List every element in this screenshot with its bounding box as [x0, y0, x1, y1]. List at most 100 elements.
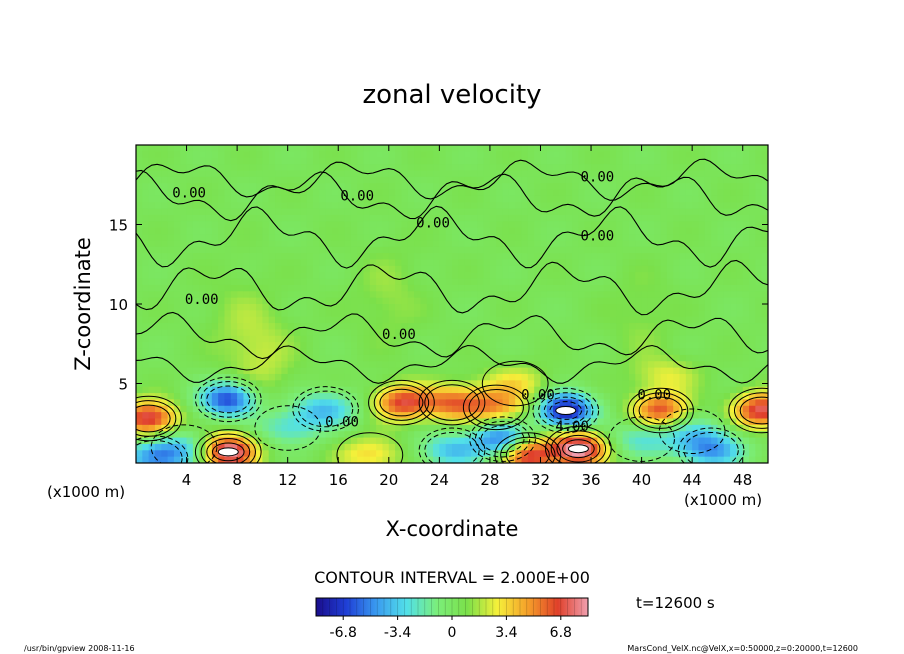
field-cell	[496, 373, 504, 381]
field-cell	[660, 443, 668, 451]
field-cell	[496, 214, 504, 222]
field-cell	[275, 227, 282, 235]
field-cell	[584, 265, 592, 273]
field-cell	[426, 145, 434, 152]
field-cell	[180, 291, 188, 299]
field-cell	[641, 297, 649, 305]
field-cell	[610, 227, 617, 235]
field-cell	[483, 227, 491, 235]
field-cell	[167, 265, 175, 273]
field-cell	[546, 227, 554, 235]
field-cell	[654, 304, 662, 311]
field-cell	[407, 195, 415, 203]
field-cell	[546, 157, 554, 165]
field-cell	[736, 202, 744, 210]
field-cell	[578, 214, 586, 222]
field-cell	[262, 145, 270, 152]
field-cell	[249, 393, 257, 400]
field-cell	[173, 240, 181, 248]
field-cell	[692, 170, 700, 178]
field-cell	[218, 405, 226, 413]
field-cell	[698, 437, 706, 445]
field-cell	[148, 221, 156, 229]
field-cell	[414, 323, 421, 331]
field-cell	[641, 456, 649, 463]
field-cell	[654, 335, 662, 343]
field-cell	[483, 183, 491, 191]
field-cell	[470, 240, 478, 248]
field-cell	[256, 310, 263, 318]
field-cell	[173, 291, 181, 299]
field-cell	[268, 316, 276, 324]
field-cell	[496, 170, 504, 178]
field-cell	[458, 183, 466, 191]
field-cell	[224, 316, 232, 324]
field-cell	[730, 443, 737, 451]
field-cell	[666, 335, 674, 343]
field-cell	[540, 361, 548, 369]
field-cell	[749, 323, 756, 331]
field-cell	[755, 380, 763, 388]
field-cell	[584, 316, 592, 324]
field-cell	[673, 342, 681, 350]
field-cell	[192, 431, 200, 439]
field-cell	[161, 393, 169, 400]
field-cell	[622, 386, 630, 394]
field-cell	[199, 405, 207, 413]
field-cell	[673, 227, 681, 235]
field-cell	[521, 195, 529, 203]
field-cell	[224, 246, 232, 254]
field-cell	[173, 189, 181, 197]
field-cell	[527, 145, 535, 152]
field-cell	[186, 342, 194, 350]
field-cell	[167, 189, 175, 197]
field-cell	[559, 145, 567, 152]
field-cell	[401, 151, 409, 159]
field-cell	[540, 342, 548, 350]
field-cell	[414, 246, 421, 254]
field-cell	[148, 399, 156, 407]
field-cell	[622, 151, 630, 159]
field-cell	[224, 367, 232, 375]
field-cell	[730, 405, 737, 413]
field-cell	[287, 272, 295, 280]
field-cell	[199, 323, 207, 331]
field-cell	[578, 367, 586, 375]
field-cell	[211, 310, 219, 318]
field-cell	[363, 335, 371, 343]
field-cell	[584, 393, 592, 400]
field-cell	[312, 348, 320, 356]
field-cell	[527, 323, 535, 331]
field-cell	[546, 418, 554, 426]
field-cell	[723, 424, 731, 432]
field-cell	[597, 297, 605, 305]
field-cell	[395, 202, 403, 210]
field-cell	[331, 373, 339, 381]
field-cell	[723, 189, 731, 197]
field-cell	[136, 195, 143, 203]
field-cell	[357, 151, 365, 159]
field-cell	[622, 316, 630, 324]
field-cell	[426, 418, 434, 426]
field-cell	[161, 234, 169, 241]
field-cell	[395, 354, 403, 362]
field-cell	[312, 354, 320, 362]
field-cell	[205, 183, 213, 191]
field-cell	[350, 316, 358, 324]
field-cell	[622, 170, 630, 178]
field-cell	[268, 170, 276, 178]
field-cell	[218, 227, 226, 235]
field-cell	[591, 405, 598, 413]
field-cell	[306, 335, 314, 343]
field-cell	[275, 176, 282, 184]
field-cell	[698, 227, 706, 235]
field-cell	[243, 450, 251, 458]
field-cell	[452, 227, 459, 235]
field-cell	[218, 145, 226, 152]
field-cell	[704, 437, 712, 445]
field-cell	[167, 323, 175, 331]
field-cell	[628, 431, 636, 439]
field-cell	[704, 234, 712, 241]
field-cell	[395, 437, 403, 445]
field-cell	[388, 253, 396, 261]
